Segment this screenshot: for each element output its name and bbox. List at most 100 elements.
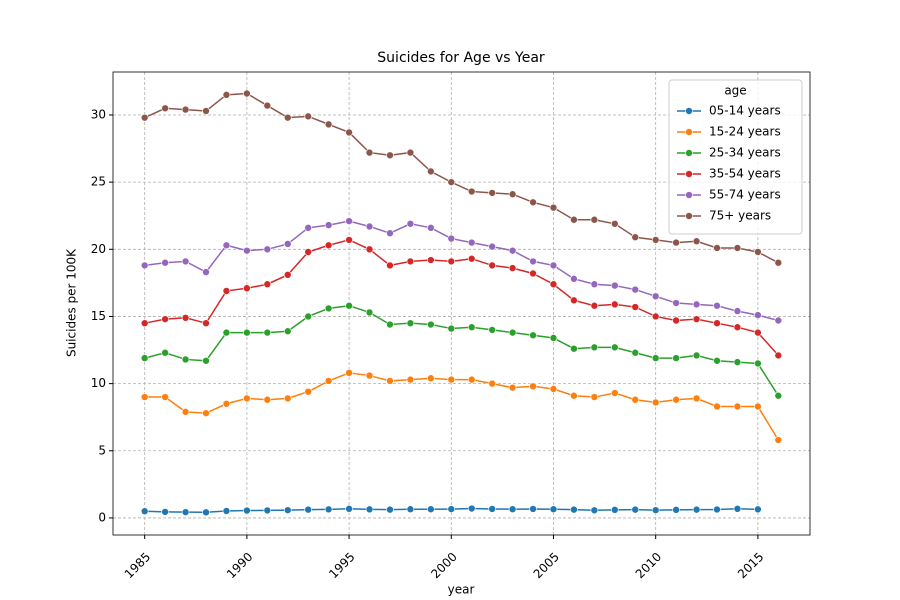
point [243, 246, 251, 255]
point [651, 398, 660, 407]
series-line [144, 372, 779, 441]
point [733, 323, 742, 332]
point [529, 198, 537, 207]
legend-marker [685, 191, 693, 199]
point [345, 236, 353, 244]
point [713, 505, 721, 514]
point [570, 215, 578, 224]
point [161, 393, 169, 401]
legend-label: 25-34 years [709, 146, 781, 160]
point [283, 327, 292, 336]
point [263, 328, 272, 337]
point [713, 319, 721, 327]
point [243, 506, 251, 515]
point [631, 233, 640, 242]
point [140, 354, 149, 362]
point [733, 307, 742, 315]
point [140, 113, 149, 122]
point [140, 507, 149, 516]
point [590, 280, 599, 289]
point [529, 505, 537, 513]
point [570, 391, 578, 400]
point [672, 506, 680, 514]
point [672, 238, 680, 247]
point [202, 268, 210, 276]
point [427, 374, 435, 383]
x-tick-label: 1995 [326, 550, 357, 581]
point [754, 359, 762, 368]
point [222, 241, 231, 250]
point [161, 104, 169, 113]
point [488, 242, 496, 251]
point [202, 319, 210, 327]
point [263, 395, 272, 404]
point [181, 314, 190, 322]
point [222, 287, 231, 295]
point [263, 245, 272, 254]
point [549, 203, 558, 212]
point [570, 296, 578, 305]
point [610, 343, 619, 352]
point [161, 348, 169, 357]
point [549, 334, 558, 342]
point [202, 409, 210, 417]
x-tick-label: 1990 [224, 550, 255, 581]
point [202, 356, 210, 365]
point [161, 508, 169, 516]
point [263, 506, 272, 515]
point [672, 316, 680, 325]
point [447, 324, 456, 333]
point [181, 257, 190, 266]
x-tick-label: 1985 [122, 550, 153, 581]
point [754, 505, 762, 514]
point [529, 257, 537, 266]
point [427, 320, 435, 329]
series-line [144, 220, 779, 322]
series-line [144, 239, 779, 356]
legend-label: 35-54 years [709, 167, 781, 181]
point [222, 507, 231, 515]
x-tick-label: 2015 [735, 550, 766, 581]
point [386, 320, 394, 329]
point [733, 402, 742, 411]
legend-marker [685, 212, 693, 220]
x-tick-label: 2005 [531, 550, 562, 581]
point [508, 505, 517, 514]
point [488, 326, 496, 334]
series-line [144, 304, 779, 397]
y-axis-label: Suicides per 100K [65, 248, 79, 357]
point [386, 229, 394, 237]
point [386, 261, 394, 270]
x-tick-label: 2010 [633, 550, 664, 581]
point [447, 257, 456, 266]
point [406, 257, 415, 266]
point [324, 304, 333, 313]
point [140, 261, 149, 270]
point [181, 105, 190, 114]
point [427, 224, 435, 232]
legend-marker [685, 128, 693, 136]
point [488, 261, 496, 270]
point [610, 300, 619, 309]
point [570, 275, 578, 283]
point [345, 369, 353, 377]
point [549, 280, 558, 289]
point [406, 148, 415, 157]
point [692, 351, 701, 360]
point [570, 344, 578, 353]
point [672, 299, 680, 307]
point [549, 505, 558, 514]
point [140, 393, 149, 401]
point [651, 312, 660, 321]
point [529, 331, 537, 340]
point [243, 394, 251, 403]
point [610, 506, 619, 514]
point [304, 248, 313, 256]
legend-marker [685, 170, 693, 178]
point [365, 245, 374, 254]
point [610, 281, 619, 290]
point [304, 312, 313, 321]
point [222, 399, 231, 408]
legend-label: 75+ years [709, 209, 771, 223]
